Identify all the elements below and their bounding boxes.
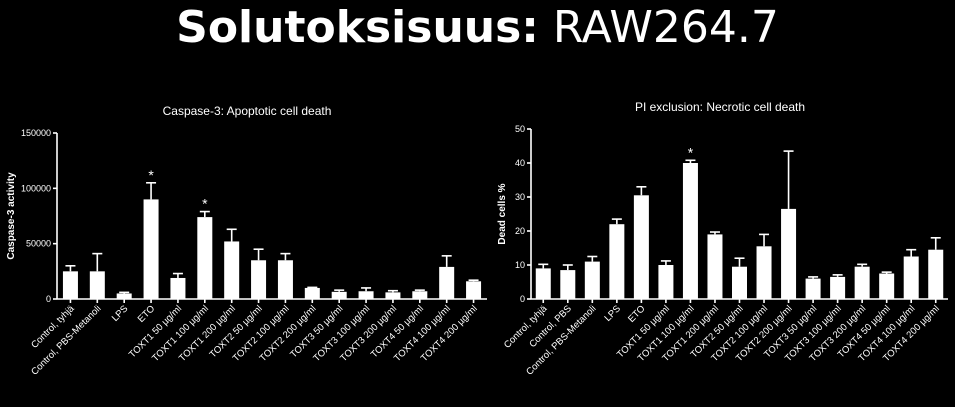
bar [682,163,698,299]
bar [805,278,821,299]
bar [224,241,240,299]
slide-title-bold: Solutoksisuus: [176,2,539,53]
bar [62,271,78,299]
bar [781,208,797,299]
category-label: LPS [602,303,622,323]
bar [658,265,674,299]
category-label: LPS [110,303,130,323]
bar [560,270,576,299]
bar [197,217,213,299]
slide-title: Solutoksisuus: RAW264.7 [0,0,955,70]
bar [143,199,159,299]
bar [903,256,919,299]
y-tick-label: 10 [515,260,525,270]
chart-title: Caspase-3: Apoptotic cell death [163,104,332,118]
bar [879,273,895,299]
y-tick-label: 50000 [26,239,51,249]
slide-title-light: RAW264.7 [552,2,779,53]
y-tick-label: 0 [520,294,525,304]
bar [707,234,723,299]
significance-marker: * [688,144,694,160]
bar [854,266,870,299]
y-tick-label: 0 [46,294,51,304]
bar [928,249,944,299]
bar [304,287,320,299]
significance-marker: * [202,196,208,212]
y-axis-label: Dead cells % [497,183,508,244]
bar [732,266,747,299]
bar [633,195,649,299]
bar [535,268,551,299]
bar [170,277,186,299]
y-tick-label: 50 [515,124,525,134]
bar [609,224,625,299]
category-label: ETO [626,303,647,324]
bar [385,292,401,299]
bar [251,260,267,299]
bar [439,266,455,299]
bar [412,291,428,299]
y-axis-label: Caspase-3 activity [6,172,17,260]
chart-2: PI exclusion: Necrotic cell death Dead ce… [497,100,948,378]
bar [116,293,132,299]
bar [830,276,846,299]
bar [358,291,374,299]
bar [89,271,105,299]
y-tick-label: 40 [515,158,525,168]
chart-1: Caspase-3: Apoptotic cell death Caspase-3… [6,104,487,378]
bar [277,260,293,299]
bar [331,291,347,299]
y-tick-label: 150000 [21,128,51,138]
bar [756,246,772,299]
chart-title: PI exclusion: Necrotic cell death [635,100,805,114]
bar [584,261,600,299]
bar [466,281,482,299]
y-tick-label: 20 [515,226,525,236]
y-tick-label: 30 [515,192,525,202]
significance-marker: * [148,167,154,183]
y-tick-label: 100000 [21,183,51,193]
category-label: ETO [136,303,157,324]
